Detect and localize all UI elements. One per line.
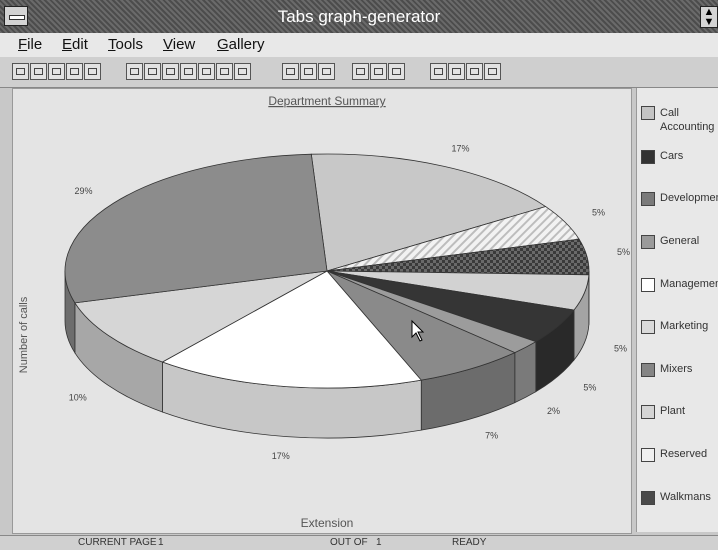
legend-swatch: [641, 363, 655, 377]
current-page-value: 1: [158, 537, 164, 548]
copy-tool-icon[interactable]: [48, 63, 65, 80]
window-title: Tabs graph-generator: [0, 7, 718, 27]
scatter-chart-icon[interactable]: [198, 63, 215, 80]
save-as-tool-icon[interactable]: [30, 63, 47, 80]
current-page-label: CURRENT PAGE: [78, 537, 157, 548]
zoom-icon[interactable]: [448, 63, 465, 80]
legend-item[interactable]: Development: [641, 192, 718, 206]
legend-swatch: [641, 491, 655, 505]
status-bar: CURRENT PAGE 1 OUT OF 1 READY: [0, 535, 718, 550]
legend-item[interactable]: Reserved: [641, 448, 707, 462]
text-tool-icon[interactable]: [466, 63, 483, 80]
legend-swatch: [641, 405, 655, 419]
pie-slice-label: 7%: [485, 430, 498, 440]
out-of-label: OUT OF: [330, 537, 368, 548]
menu-view[interactable]: View: [163, 36, 195, 53]
labels-icon[interactable]: [430, 63, 447, 80]
pie-slice-label: 5%: [614, 344, 627, 354]
list-view-icon[interactable]: [388, 63, 405, 80]
pie-chart-icon[interactable]: [216, 63, 233, 80]
legend-item[interactable]: Management: [641, 278, 718, 292]
legend-item[interactable]: Plant: [641, 405, 685, 419]
save-tool-icon[interactable]: [12, 63, 29, 80]
legend-swatch: [641, 320, 655, 334]
menu-edit[interactable]: Edit: [62, 36, 88, 53]
legend-swatch: [641, 192, 655, 206]
title-bar: Tabs graph-generator ▲▼: [0, 0, 718, 33]
legend-swatch: [641, 448, 655, 462]
legend-swatch: [641, 150, 655, 164]
out-of-value: 1: [376, 537, 382, 548]
pie-slice-label: 5%: [617, 247, 630, 257]
pie-slice-label: 2%: [547, 406, 560, 416]
grid-view-icon[interactable]: [370, 63, 387, 80]
restore-button[interactable]: ▲▼: [700, 6, 718, 28]
magnify-icon[interactable]: [484, 63, 501, 80]
bar-chart-icon[interactable]: [162, 63, 179, 80]
legend-item[interactable]: Marketing: [641, 320, 708, 334]
toolbar: [0, 57, 718, 88]
area-chart-icon[interactable]: [126, 63, 143, 80]
chart-area[interactable]: Department Summary Number of calls Exten…: [12, 88, 632, 534]
legend-swatch: [641, 278, 655, 292]
legend-item[interactable]: Cars: [641, 150, 683, 164]
chart-title: Department Summary: [268, 94, 385, 108]
horizontal-bar-chart-icon[interactable]: [144, 63, 161, 80]
pie-slice-label: 17%: [452, 144, 470, 154]
y-axis-label: Number of calls: [18, 296, 30, 373]
step-chart-icon[interactable]: [234, 63, 251, 80]
pie-slice-label: 29%: [74, 186, 92, 196]
legend-item[interactable]: Call Accounting: [641, 106, 718, 134]
x-axis-label: Extension: [301, 516, 354, 530]
menu-gallery[interactable]: Gallery: [217, 36, 265, 53]
pie-slice-label: 5%: [592, 207, 605, 217]
legend-item[interactable]: General: [641, 235, 699, 249]
perspective-icon[interactable]: [318, 63, 335, 80]
3d-toggle-icon[interactable]: [282, 63, 299, 80]
legend: Call Accounting Cars Development General…: [636, 88, 718, 532]
legend-swatch: [641, 235, 655, 249]
rotate-icon[interactable]: [300, 63, 317, 80]
legend-item[interactable]: Walkmans: [641, 491, 711, 505]
menu-tools[interactable]: Tools: [108, 36, 143, 53]
legend-item[interactable]: Mixers: [641, 363, 692, 377]
menu-file[interactable]: File: [18, 36, 42, 53]
menu-bar: File Edit Tools View Gallery: [0, 33, 718, 57]
cut-tool-icon[interactable]: [66, 63, 83, 80]
pie-slice-label: 17%: [272, 451, 290, 461]
pie-chart: Department Summary Number of calls Exten…: [13, 89, 631, 533]
line-chart-icon[interactable]: [180, 63, 197, 80]
status-text: READY: [452, 537, 486, 548]
pie-slice-label: 10%: [69, 392, 87, 402]
pie-slice-label: 5%: [583, 382, 596, 392]
legend-swatch: [641, 106, 655, 120]
print-tool-icon[interactable]: [84, 63, 101, 80]
page-view-icon[interactable]: [352, 63, 369, 80]
